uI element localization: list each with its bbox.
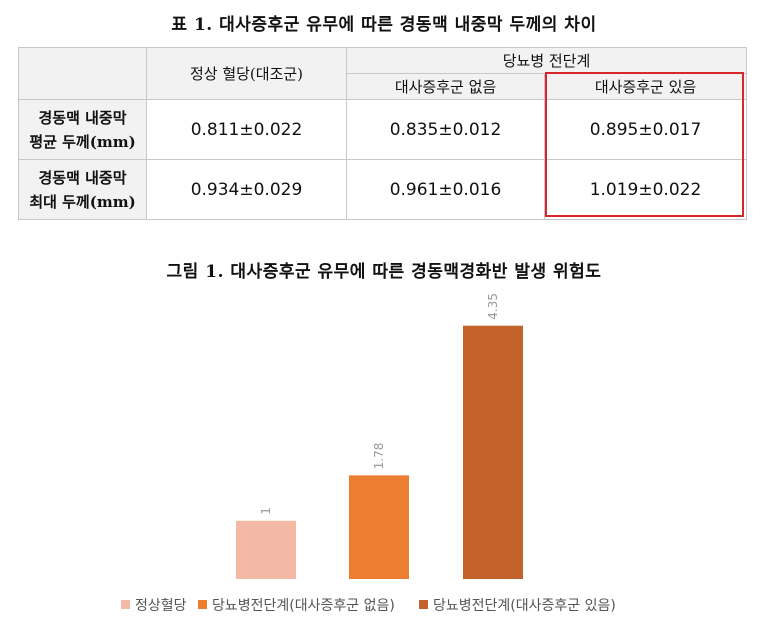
header-no-metabolic-syndrome: 대사증후군 없음 bbox=[346, 73, 545, 100]
legend-swatch bbox=[121, 600, 130, 609]
thickness-table: 정상 혈당(대조군) 당뇨병 전단계 대사증후군 없음 대사증후군 있음 경동맥… bbox=[18, 47, 748, 220]
table-row: 경동맥 내중막 평균 두께(mm) 0.811±0.022 0.835±0.01… bbox=[18, 99, 748, 160]
table-title: 표 1. 대사증후군 유무에 따른 경동맥 내중막 두께의 차이 bbox=[171, 15, 597, 35]
legend-label: 정상혈당 bbox=[135, 598, 187, 614]
row-label: 경동맥 내중막 최대 두께(mm) bbox=[18, 159, 147, 220]
legend-swatch bbox=[419, 600, 428, 609]
legend-swatch bbox=[198, 600, 207, 609]
cell-ms: 1.019±0.022 bbox=[543, 159, 748, 220]
bar-2 bbox=[349, 475, 409, 579]
cell-no-ms: 0.835±0.012 bbox=[346, 99, 545, 160]
risk-bar-chart: 1 1.78 4.35 정상혈당 당뇨병전단계(대사증후군 없음) 당뇨병전단계(대사증후… bbox=[121, 293, 616, 614]
bar-value-label: 1.78 bbox=[372, 443, 386, 470]
bar-3 bbox=[463, 325, 523, 579]
header-prediabetes: 당뇨병 전단계 bbox=[345, 47, 748, 74]
row-label-line2: 평균 두께(mm) bbox=[29, 132, 136, 151]
legend-label: 당뇨병전단계(대사증후군 있음) bbox=[433, 598, 616, 614]
cell-no-ms: 0.961±0.016 bbox=[346, 159, 545, 220]
cell-normal: 0.934±0.029 bbox=[146, 159, 347, 220]
bar-1 bbox=[236, 520, 296, 579]
row-label-line1: 경동맥 내중막 bbox=[38, 168, 127, 187]
row-label-line1: 경동맥 내중막 bbox=[38, 108, 127, 127]
header-metabolic-syndrome: 대사증후군 있음 bbox=[543, 73, 748, 100]
row-label: 경동맥 내중막 평균 두께(mm) bbox=[18, 99, 147, 160]
cell-normal: 0.811±0.022 bbox=[146, 99, 347, 160]
cell-ms: 0.895±0.017 bbox=[543, 99, 748, 160]
row-label-line2: 최대 두께(mm) bbox=[29, 192, 136, 211]
bar-value-label: 4.35 bbox=[486, 293, 500, 320]
legend-label: 당뇨병전단계(대사증후군 없음) bbox=[212, 598, 395, 614]
header-normal: 정상 혈당(대조군) bbox=[146, 47, 347, 100]
table-corner-cell bbox=[18, 47, 147, 100]
bar-value-label: 1 bbox=[259, 507, 273, 515]
chart-title: 그림 1. 대사증후군 유무에 따른 경동맥경화반 발생 위험도 bbox=[166, 262, 602, 282]
table-row: 경동맥 내중막 최대 두께(mm) 0.934±0.029 0.961±0.01… bbox=[18, 159, 748, 220]
